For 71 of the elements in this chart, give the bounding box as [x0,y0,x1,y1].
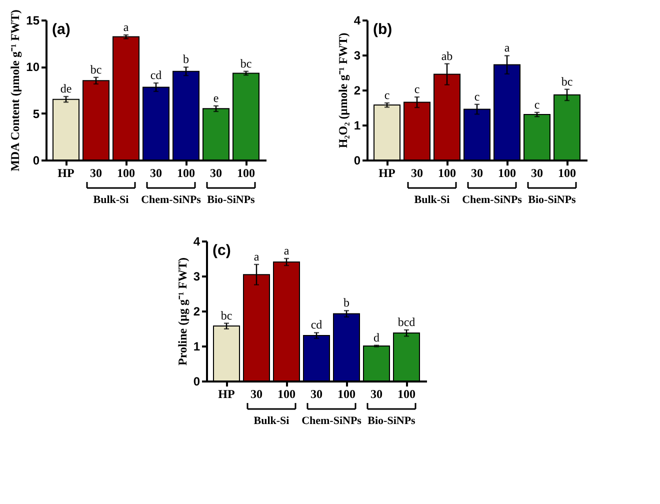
y-tick-label: 2 [193,304,200,318]
x-tick-label: 100 [237,166,255,180]
text: Bulk-Si [414,194,450,206]
x-tick-label: 100 [398,387,416,401]
x-tick-label: 100 [558,166,576,180]
text: Bio-SiNPs [368,415,416,427]
data-label: c [474,89,480,104]
data-label: a [284,244,290,258]
x-tick-label: 30 [250,387,262,401]
y-axis-title: MDA Content (µmole g⁻¹ FWT) [8,10,22,172]
chart-title: (b) [373,21,392,38]
x-tick-label: 100 [117,166,135,180]
x-tick-label: 100 [278,387,296,401]
chart-title: (c) [212,242,231,259]
data-label: bc [220,308,232,322]
x-tick-label: HP [378,166,396,180]
text: Bulk-Si [254,415,290,427]
data-label: bc [90,62,102,76]
x-tick-label: 100 [177,166,195,180]
data-label: b [183,52,189,66]
data-label: ab [441,48,453,63]
text: Chem-SiNPs [462,194,523,206]
x-tick-label: HP [218,387,235,401]
data-label: c [384,88,390,102]
x-tick-label: 100 [498,166,516,180]
data-label: d [374,330,380,344]
x-tick-label: 100 [338,387,356,401]
data-label: c [414,82,420,96]
text: Chem-SiNPs [141,194,202,206]
data-label: b [344,296,350,310]
data-label: de [60,82,72,96]
y-tick-label: 3 [354,48,361,62]
chart-title: (a) [52,21,70,38]
data-label: e [213,90,219,105]
text: Bio-SiNPs [207,194,256,206]
data-label: a [254,249,260,264]
y-tick-label: 10 [26,60,40,74]
x-tick-label: 30 [150,166,162,180]
data-label: cd [310,318,322,332]
x-tick-label: 30 [90,166,102,180]
y-tick-label: 0 [32,154,40,168]
x-tick-label: 30 [370,387,382,401]
y-tick-label: 3 [193,270,200,284]
text: Chem-SiNPs [302,415,362,427]
y-tick-label: 2 [354,84,361,98]
y-tick-label: 0 [354,154,361,168]
x-tick-label: 30 [210,166,222,180]
data-label: bcd [398,314,416,329]
y-tick-label: 4 [354,14,361,28]
y-tick-label: 1 [193,340,200,354]
data-label: a [504,40,510,55]
y-axis-title: H₂O₂ (µmole g⁻¹ FWT) [336,32,350,148]
y-tick-label: 4 [193,234,200,248]
data-label: a [123,20,130,34]
data-label: cd [150,68,162,82]
y-tick-label: 1 [354,118,361,132]
x-tick-label: 30 [310,387,322,401]
x-tick-label: 30 [531,166,543,180]
y-axis-title: Proline (µg g⁻¹ FWT) [175,258,190,366]
y-tick-label: 15 [26,14,40,28]
text: Bulk-Si [93,194,129,206]
text: Bio-SiNPs [528,194,577,206]
x-tick-label: 100 [438,166,456,180]
x-tick-label: HP [58,166,74,180]
data-label: bc [240,56,252,70]
data-label: c [534,97,540,112]
y-tick-label: 0 [193,374,200,388]
x-tick-label: 30 [411,166,423,180]
data-label: bc [561,74,573,88]
y-tick-label: 5 [32,106,40,121]
x-tick-label: 30 [471,166,483,180]
